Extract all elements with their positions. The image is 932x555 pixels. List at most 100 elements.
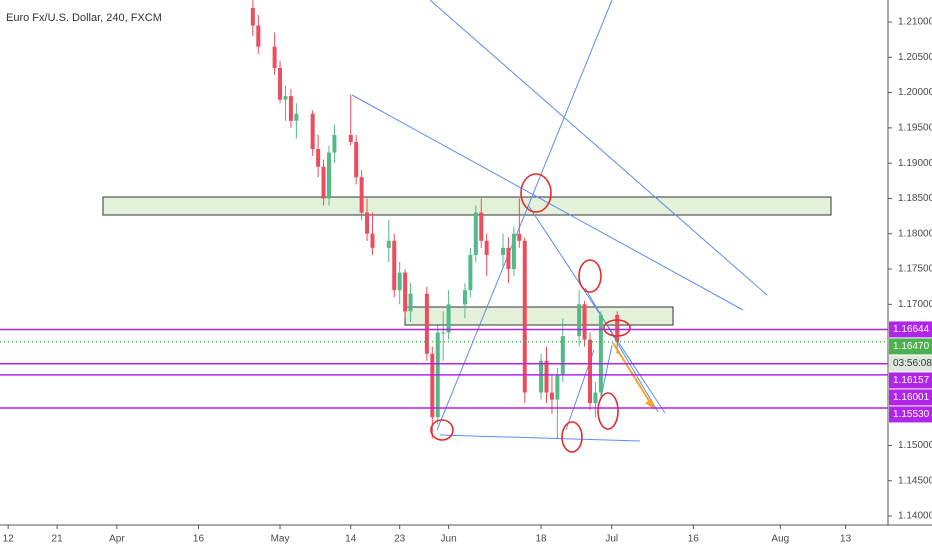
circle-marker [520,173,552,213]
candle-body [522,240,527,393]
y-tick-label: 1.19500 [898,123,932,134]
last-price-label-box [889,338,932,355]
candle-body [539,360,544,393]
x-tick-label: 18 [536,534,548,545]
x-tick-label: May [271,534,290,545]
candle-body [555,374,560,400]
candle-body [326,152,331,199]
candle-body [506,247,511,270]
candle-body [403,272,408,312]
candle-body [484,240,489,255]
candle-body [549,392,554,400]
candle-body [446,304,451,333]
y-tick-label: 1.18500 [898,193,932,204]
y-tick-label: 1.18000 [898,228,932,239]
trend-line [436,0,613,431]
candle-body [615,314,620,342]
candles [250,0,620,439]
level-label-box [889,321,932,338]
candle-body [354,141,359,178]
chart-title: Euro Fx/U.S. Dollar, 240, FXCM [6,12,162,24]
y-tick-label: 1.20500 [898,52,932,63]
candle-body [386,240,391,248]
x-tick-label: Jul [605,534,618,545]
x-tick-label: Jun [441,534,457,545]
x-tick-label: 14 [345,534,357,545]
candle-body [441,332,446,334]
candle-body [310,113,315,150]
candle-body [288,96,293,121]
candle-body [348,134,353,142]
x-tick-label: 16 [688,534,700,545]
y-tick-label: 1.17500 [898,264,932,275]
candle-body [294,113,299,121]
y-tick-label: 1.17000 [898,299,932,310]
candle-body [560,336,565,375]
circle-marker [561,421,583,453]
drawings [102,0,832,442]
arrow-head [645,399,655,410]
candle-body [365,212,370,234]
zone-box [404,306,674,326]
circle-marker [597,392,619,430]
y-tick-label: 1.15000 [898,440,932,451]
trend-line [351,94,744,311]
candle-body [582,304,587,340]
level-label: 1.15530 [893,409,930,420]
candle-body [332,134,337,153]
countdown-label: 03:56:08 [893,358,932,369]
candle-body [479,212,484,241]
x-tick-label: 12 [3,534,15,545]
y-tick-label: 1.21000 [898,17,932,28]
candle-body [316,149,321,167]
candle-body [408,293,413,312]
candle-body [321,166,326,199]
candle-body [517,233,522,241]
y-tick-label: 1.19000 [898,158,932,169]
candle-body [397,272,402,291]
candle-body [501,247,506,255]
candle-body [250,7,255,26]
y-tick-label: 1.14000 [898,511,932,522]
candle-body [598,314,603,393]
candle-body [392,240,397,291]
x-tick-label: Apr [109,534,125,545]
candle-body [424,293,429,354]
candle-body [278,67,283,100]
level-label-box [889,372,932,389]
level-label: 1.16157 [893,375,930,386]
level-label-box [889,406,932,423]
circle-marker [578,259,602,293]
candle-body [430,353,435,418]
trend-line [584,287,659,413]
title-bg [2,7,172,27]
candle-body [462,290,467,305]
candle-body [468,254,473,291]
candle-body [511,233,516,270]
candle-body [272,46,277,68]
last-price-label: 1.16470 [893,341,930,352]
candle-body [256,25,261,47]
candle-body [359,177,364,213]
x-tick-label: 21 [52,534,64,545]
candle-body [593,392,598,404]
y-tick-label: 1.20000 [898,87,932,98]
candle-body [473,212,478,255]
candle-body [588,339,593,404]
candle-body [283,96,288,100]
circle-marker [603,319,631,337]
candle-body [577,304,582,337]
candle-body [370,233,375,248]
trend-line [439,434,641,442]
x-tick-label: 16 [193,534,205,545]
y-tick-label: 1.14500 [898,475,932,486]
x-tick-label: 23 [394,534,406,545]
x-tick-label: 13 [840,534,852,545]
x-tick-label: Aug [771,534,789,545]
circle-marker [430,419,454,441]
candle-body [544,360,549,393]
level-label-box [889,389,932,406]
level-label: 1.16644 [893,324,930,335]
